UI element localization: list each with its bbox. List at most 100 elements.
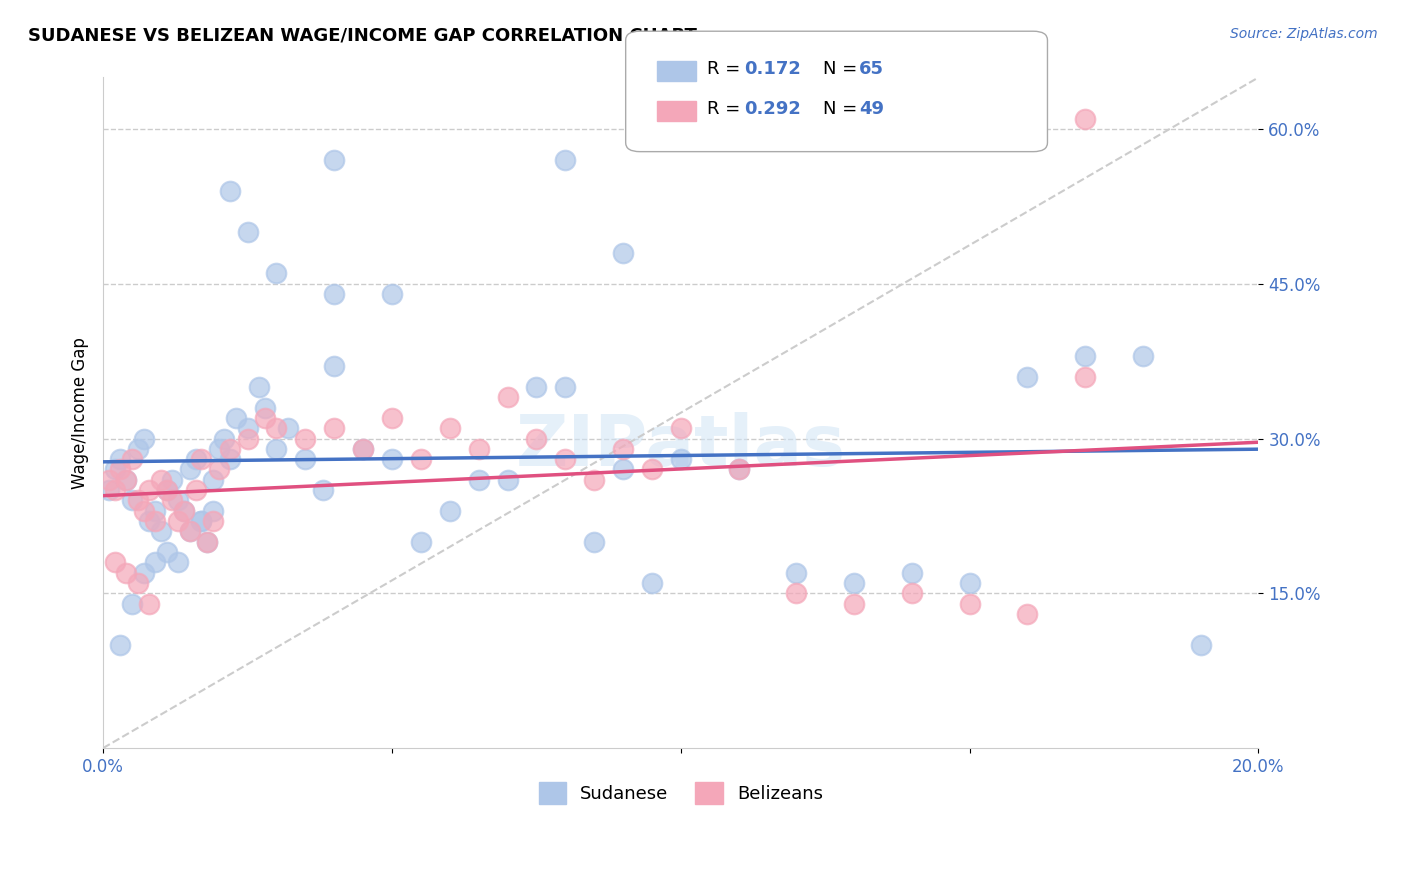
Point [138, 483, 160, 497]
Point [201, 504, 224, 518]
Point [179, 524, 201, 539]
Point [143, 514, 166, 528]
Point [179, 462, 201, 476]
Point [409, 452, 432, 467]
Point [110, 452, 132, 467]
Point [121, 452, 143, 467]
Point [641, 576, 664, 591]
Point [266, 267, 288, 281]
Point [901, 566, 924, 580]
Point [195, 534, 218, 549]
Point [524, 432, 547, 446]
Point [467, 473, 489, 487]
Point [167, 493, 190, 508]
Point [190, 514, 212, 528]
Text: SUDANESE VS BELIZEAN WAGE/INCOME GAP CORRELATION CHART: SUDANESE VS BELIZEAN WAGE/INCOME GAP COR… [28, 27, 697, 45]
Point [190, 514, 212, 528]
Point [184, 483, 207, 497]
Point [641, 462, 664, 476]
Point [554, 380, 576, 394]
Point [236, 225, 259, 239]
Point [208, 442, 231, 456]
Point [127, 493, 149, 508]
Point [266, 442, 288, 456]
Text: N =: N = [823, 60, 862, 78]
Point [97, 473, 120, 487]
Point [352, 442, 374, 456]
Legend: Sudanese, Belizeans: Sudanese, Belizeans [530, 772, 832, 813]
Point [138, 597, 160, 611]
Point [173, 504, 195, 518]
Point [311, 483, 333, 497]
Point [496, 390, 519, 404]
Point [110, 638, 132, 652]
Point [138, 514, 160, 528]
Point [219, 452, 242, 467]
Point [439, 504, 461, 518]
Point [236, 432, 259, 446]
Point [173, 504, 195, 518]
Point [201, 473, 224, 487]
Point [266, 421, 288, 435]
Point [132, 432, 155, 446]
Point [524, 380, 547, 394]
Point [785, 586, 807, 600]
Point [156, 545, 179, 559]
Point [149, 473, 172, 487]
Point [208, 462, 231, 476]
Point [381, 452, 404, 467]
Point [901, 586, 924, 600]
Point [381, 287, 404, 301]
Point [253, 410, 276, 425]
Point [115, 473, 138, 487]
Point [496, 473, 519, 487]
Point [253, 401, 276, 415]
Point [612, 462, 634, 476]
Point [247, 380, 270, 394]
Point [467, 442, 489, 456]
Point [115, 473, 138, 487]
Point [785, 566, 807, 580]
Point [1189, 638, 1212, 652]
Point [1074, 349, 1097, 363]
Point [612, 442, 634, 456]
Point [323, 287, 346, 301]
Point [669, 452, 692, 467]
Point [277, 421, 299, 435]
Point [1017, 607, 1039, 621]
Text: ZIPatlas: ZIPatlas [516, 412, 846, 481]
Text: Source: ZipAtlas.com: Source: ZipAtlas.com [1230, 27, 1378, 41]
Point [127, 576, 149, 591]
Point [156, 483, 179, 497]
Point [225, 410, 247, 425]
Point [167, 555, 190, 569]
Point [352, 442, 374, 456]
Point [1074, 369, 1097, 384]
Text: R =: R = [707, 60, 747, 78]
Text: 0.292: 0.292 [744, 100, 800, 118]
Point [195, 534, 218, 549]
Point [1074, 112, 1097, 126]
Text: 49: 49 [859, 100, 884, 118]
Point [842, 597, 865, 611]
Text: 0.172: 0.172 [744, 60, 800, 78]
Point [612, 245, 634, 260]
Point [104, 483, 127, 497]
Point [583, 473, 606, 487]
Point [842, 576, 865, 591]
Point [162, 493, 184, 508]
Y-axis label: Wage/Income Gap: Wage/Income Gap [72, 337, 89, 489]
Point [132, 504, 155, 518]
Point [439, 421, 461, 435]
Point [323, 359, 346, 374]
Point [294, 432, 316, 446]
Text: N =: N = [823, 100, 862, 118]
Point [727, 462, 749, 476]
Point [959, 576, 981, 591]
Point [201, 514, 224, 528]
Point [162, 473, 184, 487]
Point [219, 184, 242, 198]
Point [143, 555, 166, 569]
Point [554, 452, 576, 467]
Point [669, 421, 692, 435]
